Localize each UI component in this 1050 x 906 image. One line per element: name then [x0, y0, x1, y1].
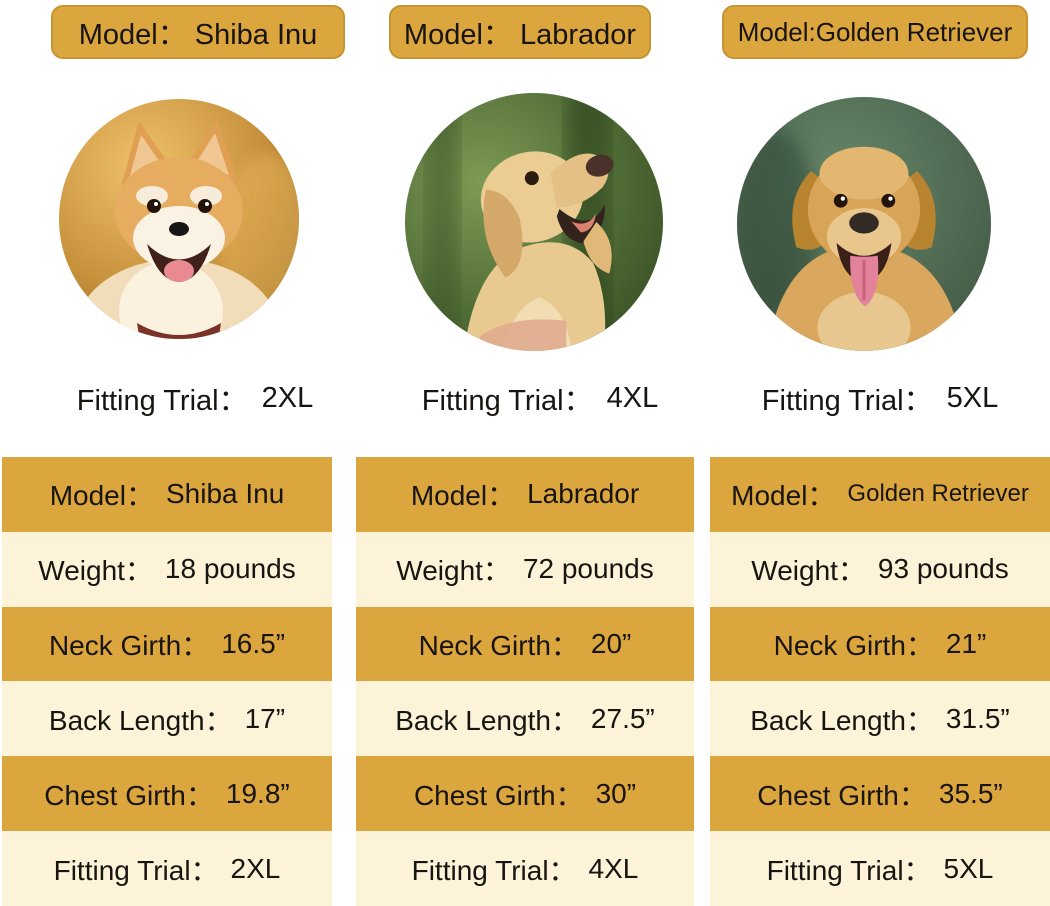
- row-value: 19.8”: [225, 777, 290, 809]
- row-label: Back Length：: [395, 704, 579, 736]
- row-label: Model：: [49, 480, 154, 512]
- row-label: Fitting Trial：: [53, 854, 219, 886]
- table-row: Fitting Trial： 5XL: [710, 831, 1050, 906]
- row-value: 4XL: [588, 852, 639, 884]
- row-value: 5XL: [943, 852, 994, 884]
- row-label: Fitting Trial：: [766, 854, 932, 886]
- row-value: 72 pounds: [522, 553, 654, 585]
- fitting-trial-caption: Fitting Trial： 2XL: [30, 378, 360, 418]
- table-row: Fitting Trial： 2XL: [2, 831, 332, 906]
- row-label: Chest Girth：: [44, 779, 214, 811]
- table-row: Back Length： 27.5”: [356, 681, 694, 757]
- row-value: 31.5”: [945, 702, 1010, 734]
- fitting-trial-value: 5XL: [946, 381, 999, 414]
- model-badge-shiba-inu: Model： Shiba Inu: [51, 5, 345, 59]
- table-row: Weight： 93 pounds: [710, 531, 1050, 607]
- size-table-labrador: Model： Labrador Weight： 72 pounds Neck G…: [356, 457, 694, 906]
- row-value: 21”: [945, 628, 987, 660]
- row-value: 17”: [244, 702, 286, 734]
- row-value: 93 pounds: [877, 553, 1009, 585]
- row-label: Model：: [410, 480, 516, 512]
- fitting-trial-label: Fitting Trial：: [421, 385, 593, 417]
- row-label: Weight：: [38, 555, 153, 587]
- table-row: Back Length： 17”: [2, 681, 332, 757]
- row-label: Chest Girth：: [413, 779, 584, 811]
- table-row: Chest Girth： 19.8”: [2, 756, 332, 832]
- table-row: Neck Girth： 21”: [710, 606, 1050, 682]
- row-value: 2XL: [230, 852, 281, 884]
- table-row: Weight： 18 pounds: [2, 531, 332, 607]
- fitting-trial-caption: Fitting Trial： 5XL: [712, 378, 1048, 418]
- row-value: Labrador: [527, 478, 640, 510]
- row-label: Back Length：: [48, 704, 233, 736]
- model-badge-golden-retriever: Model:Golden Retriever: [722, 5, 1028, 59]
- shiba-inu-photo: [59, 99, 299, 339]
- row-label: Fitting Trial：: [411, 854, 577, 886]
- row-label: Chest Girth：: [757, 779, 927, 811]
- size-table-shiba-inu: Model： Shiba Inu Weight： 18 pounds Neck …: [2, 457, 332, 906]
- table-row: Model： Labrador: [356, 457, 694, 532]
- fitting-trial-label: Fitting Trial：: [761, 385, 933, 417]
- row-value: 27.5”: [590, 702, 655, 734]
- row-value: Golden Retriever: [847, 480, 1029, 508]
- fitting-trial-value: 2XL: [261, 381, 314, 414]
- fitting-trial-caption: Fitting Trial： 4XL: [375, 378, 705, 418]
- row-value: 16.5”: [221, 628, 286, 660]
- row-label: Weight：: [396, 555, 511, 587]
- row-label: Weight：: [751, 555, 866, 587]
- row-label: Model：: [731, 480, 836, 512]
- row-value: 18 pounds: [164, 553, 296, 585]
- model-badge-labrador: Model： Labrador: [389, 5, 651, 59]
- table-row: Model： Shiba Inu: [2, 457, 332, 532]
- row-label: Neck Girth：: [418, 630, 579, 662]
- row-label: Neck Girth：: [48, 630, 210, 662]
- row-value: 20”: [590, 628, 632, 660]
- row-label: Neck Girth：: [773, 630, 934, 662]
- fitting-trial-value: 4XL: [606, 381, 659, 414]
- table-row: Chest Girth： 35.5”: [710, 756, 1050, 832]
- row-value: 30”: [595, 777, 637, 809]
- table-row: Fitting Trial： 4XL: [356, 831, 694, 906]
- row-label: Back Length：: [750, 704, 934, 736]
- table-row: Model： Golden Retriever: [710, 457, 1050, 532]
- size-table-golden-retriever: Model： Golden Retriever Weight： 93 pound…: [710, 457, 1050, 906]
- table-row: Neck Girth： 16.5”: [2, 606, 332, 682]
- row-value: Shiba Inu: [165, 478, 285, 510]
- row-value: 35.5”: [938, 777, 1003, 809]
- table-row: Back Length： 31.5”: [710, 681, 1050, 757]
- table-row: Chest Girth： 30”: [356, 756, 694, 832]
- golden-retriever-photo: [737, 97, 991, 351]
- labrador-photo: [405, 93, 663, 351]
- table-row: Neck Girth： 20”: [356, 606, 694, 682]
- table-row: Weight： 72 pounds: [356, 531, 694, 607]
- fitting-trial-label: Fitting Trial：: [76, 385, 248, 417]
